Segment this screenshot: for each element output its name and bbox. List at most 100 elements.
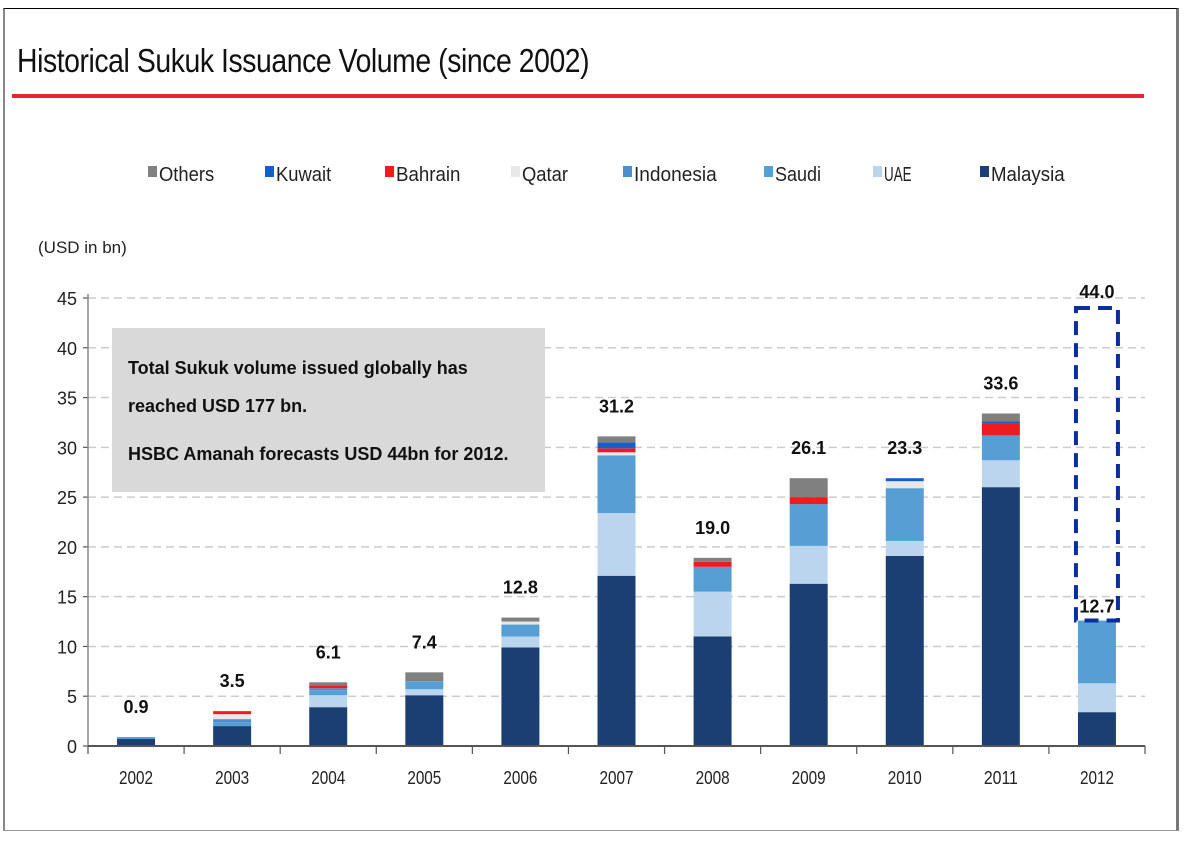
y-tick-label-15: 15: [57, 588, 77, 608]
legend-item-uae: UAE: [873, 164, 912, 186]
bar-stack-2007: [597, 436, 636, 746]
legend-label-others: Others: [159, 164, 214, 186]
bar-segment-2003-malaysia: [213, 726, 252, 746]
x-tick-label-2011: 2011: [984, 768, 1018, 788]
x-tick-label-2003: 2003: [215, 768, 249, 788]
bar-segment-2011-kuwait: [981, 421, 1020, 424]
note-line-2: reached USD 177 bn.: [128, 396, 307, 416]
bar-segment-2002-malaysia: [117, 739, 156, 746]
data-label-2003: 3.5: [220, 671, 245, 691]
legend-label-indonesia: Indonesia: [634, 164, 718, 186]
bars: [117, 413, 1116, 746]
bar-segment-2012-saudi: [1077, 620, 1116, 684]
bar-segment-2007-others: [597, 436, 636, 443]
y-axis: 0 5 10 15 20 25 30 35 40 45: [57, 289, 89, 757]
y-tick-label-20: 20: [57, 538, 77, 558]
bar-segment-2008-uae: [693, 591, 732, 637]
bar-segment-2009-bahrain: [789, 497, 828, 505]
bar-segment-2004-others: [309, 682, 348, 686]
y-tick-label-0: 0: [67, 737, 77, 757]
bar-segment-2003-qatar: [213, 714, 252, 720]
data-label-2006: 12.8: [503, 578, 538, 598]
x-tick-label-2010: 2010: [888, 768, 922, 788]
legend-swatch-malaysia: [980, 166, 989, 177]
bar-segment-2007-qatar: [597, 452, 636, 456]
legend-swatch-others: [148, 166, 157, 177]
legend-item-kuwait: Kuwait: [265, 164, 332, 186]
bar-segment-2008-bahrain: [693, 561, 732, 567]
legend-item-qatar: Qatar: [511, 164, 568, 186]
bar-segment-2004-uae: [309, 695, 348, 708]
y-axis-unit-label: (USD in bn): [38, 238, 127, 257]
x-tick-label-2002: 2002: [119, 768, 153, 788]
bar-segment-2005-malaysia: [405, 695, 444, 746]
bar-segment-2004-saudi: [309, 690, 348, 696]
x-tick-label-2009: 2009: [792, 768, 826, 788]
legend-item-malaysia: Malaysia: [980, 164, 1065, 186]
bar-segment-2010-qatar: [885, 481, 924, 489]
bar-segment-2006-uae: [501, 636, 540, 648]
bar-stack-2012: [1077, 620, 1116, 746]
bar-segment-2009-uae: [789, 545, 828, 584]
legend-label-kuwait: Kuwait: [276, 164, 332, 186]
data-labels: 0.9 3.5 6.1 7.4 12.8 31.2 19.0 26.1 23.3 33.6 12.7: [124, 373, 1115, 717]
y-tick-label-25: 25: [57, 488, 77, 508]
legend-item-bahrain: Bahrain: [385, 164, 460, 186]
bar-stack-2006: [501, 617, 540, 746]
data-label-2005: 7.4: [412, 632, 437, 652]
legend: Others Kuwait Bahrain Qatar Indonesia Saudi UA…: [148, 164, 1065, 186]
bar-stack-2003: [213, 711, 252, 746]
y-tick-label-10: 10: [57, 637, 77, 657]
legend-label-saudi: Saudi: [775, 164, 821, 186]
bar-segment-2007-saudi: [597, 455, 636, 514]
x-tick-label-2006: 2006: [503, 768, 537, 788]
bar-segment-2012-malaysia: [1077, 712, 1116, 746]
forecast-outline: 44.0: [1073, 282, 1120, 623]
note-line-3: HSBC Amanah forecasts USD 44bn for 2012.: [128, 444, 508, 464]
legend-swatch-saudi: [764, 166, 773, 177]
x-tick-label-2012: 2012: [1080, 768, 1114, 788]
bar-segment-2003-bahrain: [213, 711, 252, 715]
bar-segment-2007-kuwait: [597, 442, 636, 449]
legend-label-bahrain: Bahrain: [396, 164, 460, 186]
y-tick-label-5: 5: [67, 687, 77, 707]
bar-stack-2005: [405, 672, 444, 746]
data-label-2002: 0.9: [124, 697, 149, 717]
note-line-1: Total Sukuk volume issued globally has: [128, 358, 468, 378]
bar-segment-2002-saudi: [117, 737, 156, 740]
bar-segment-2005-others: [405, 672, 444, 682]
bar-segment-2003-indonesia: [213, 719, 252, 723]
bar-segment-2011-malaysia: [981, 487, 1020, 746]
bar-segment-2007-malaysia: [597, 575, 636, 746]
title-underline: [12, 94, 1144, 98]
bar-segment-2004-malaysia: [309, 707, 348, 746]
bar-segment-2008-others: [693, 557, 732, 562]
legend-swatch-kuwait: [265, 166, 274, 177]
bar-segment-2010-malaysia: [885, 555, 924, 746]
legend-label-qatar: Qatar: [522, 164, 568, 186]
bar-segment-2006-malaysia: [501, 647, 540, 746]
data-label-2011: 33.6: [983, 373, 1018, 393]
bar-segment-2003-saudi: [213, 722, 252, 727]
bar-segment-2006-others: [501, 617, 540, 622]
y-tick-label-30: 30: [57, 438, 77, 458]
x-tick-label-2008: 2008: [696, 768, 730, 788]
bar-segment-2011-saudi: [981, 435, 1020, 461]
legend-swatch-uae: [873, 166, 882, 177]
bar-segment-2008-malaysia: [693, 636, 732, 746]
bar-segment-2010-uae: [885, 540, 924, 556]
bar-segment-2004-bahrain: [309, 685, 348, 689]
bar-stack-2002: [117, 737, 156, 746]
bar-segment-2009-saudi: [789, 504, 828, 546]
bar-segment-2007-bahrain: [597, 448, 636, 453]
legend-swatch-indonesia: [623, 166, 632, 177]
y-tick-label-40: 40: [57, 339, 77, 359]
bar-segment-2007-uae: [597, 513, 636, 576]
y-tick-label-45: 45: [57, 289, 77, 309]
bar-segment-2009-malaysia: [789, 583, 828, 746]
data-label-2012: 12.7: [1079, 597, 1114, 617]
bar-stack-2009: [789, 478, 828, 746]
note-box-background: [112, 328, 545, 492]
data-label-2008: 19.0: [695, 518, 730, 538]
